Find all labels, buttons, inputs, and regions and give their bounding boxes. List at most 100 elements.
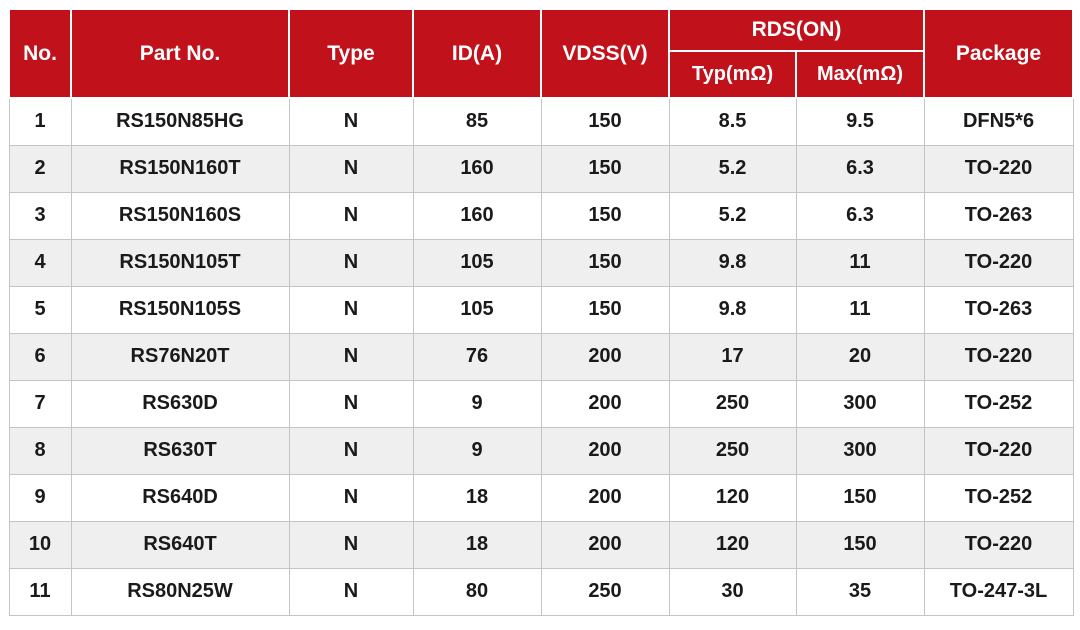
header-row-top: No. Part No. Type ID(A) VDSS(V) RDS(ON) …	[8, 8, 1075, 99]
cell-no: 5	[8, 285, 72, 334]
cell-id-a: 160	[412, 191, 542, 240]
cell-package: TO-220	[923, 426, 1074, 475]
cell-part-no: RS76N20T	[70, 332, 290, 381]
cell-rds-typ: 30	[668, 567, 797, 616]
cell-package: TO-220	[923, 144, 1074, 193]
header-part-no: Part No.	[70, 8, 290, 99]
cell-id-a: 105	[412, 238, 542, 287]
table-row: 6 RS76N20T N 76 200 17 20 TO-220	[8, 332, 1074, 381]
cell-rds-typ: 250	[668, 379, 797, 428]
cell-vdss: 150	[540, 144, 670, 193]
cell-package: TO-220	[923, 238, 1074, 287]
cell-part-no: RS150N160S	[70, 191, 290, 240]
cell-rds-typ: 120	[668, 473, 797, 522]
cell-rds-max: 6.3	[795, 191, 925, 240]
cell-vdss: 200	[540, 520, 670, 569]
header-rds-typ: Typ(mΩ)	[668, 50, 797, 99]
cell-rds-typ: 250	[668, 426, 797, 475]
cell-type: N	[288, 473, 414, 522]
cell-rds-typ: 9.8	[668, 285, 797, 334]
table-row: 8 RS630T N 9 200 250 300 TO-220	[8, 426, 1074, 475]
cell-part-no: RS630D	[70, 379, 290, 428]
cell-rds-max: 9.5	[795, 97, 925, 146]
cell-package: TO-252	[923, 473, 1074, 522]
cell-no: 4	[8, 238, 72, 287]
cell-rds-typ: 9.8	[668, 238, 797, 287]
cell-rds-max: 35	[795, 567, 925, 616]
cell-vdss: 150	[540, 285, 670, 334]
cell-type: N	[288, 285, 414, 334]
header-vdss: VDSS(V)	[540, 8, 670, 99]
cell-package: TO-263	[923, 285, 1074, 334]
cell-part-no: RS630T	[70, 426, 290, 475]
cell-rds-max: 6.3	[795, 144, 925, 193]
cell-vdss: 200	[540, 426, 670, 475]
cell-rds-max: 300	[795, 426, 925, 475]
cell-vdss: 200	[540, 473, 670, 522]
cell-id-a: 18	[412, 520, 542, 569]
cell-package: TO-247-3L	[923, 567, 1074, 616]
cell-no: 1	[8, 97, 72, 146]
cell-vdss: 150	[540, 191, 670, 240]
cell-type: N	[288, 191, 414, 240]
cell-no: 10	[8, 520, 72, 569]
cell-id-a: 160	[412, 144, 542, 193]
cell-vdss: 150	[540, 238, 670, 287]
header-type: Type	[288, 8, 414, 99]
cell-rds-typ: 5.2	[668, 144, 797, 193]
table-body: 1 RS150N85HG N 85 150 8.5 9.5 DFN5*6 2 RS150N160T…	[8, 97, 1074, 616]
cell-id-a: 18	[412, 473, 542, 522]
table-row: 4 RS150N105T N 105 150 9.8 11 TO-220	[8, 238, 1074, 287]
cell-type: N	[288, 238, 414, 287]
table-row: 2 RS150N160T N 160 150 5.2 6.3 TO-220	[8, 144, 1074, 193]
cell-rds-max: 11	[795, 285, 925, 334]
cell-rds-max: 150	[795, 520, 925, 569]
header-rds-on: RDS(ON)	[667, 8, 926, 52]
header-package: Package	[923, 8, 1075, 99]
cell-id-a: 9	[412, 426, 542, 475]
cell-no: 9	[8, 473, 72, 522]
table-row: 5 RS150N105S N 105 150 9.8 11 TO-263	[8, 285, 1074, 334]
cell-type: N	[288, 426, 414, 475]
cell-type: N	[288, 520, 414, 569]
cell-vdss: 200	[540, 332, 670, 381]
cell-package: TO-220	[923, 520, 1074, 569]
cell-no: 8	[8, 426, 72, 475]
header-row-sub: Typ(mΩ) Max(mΩ)	[9, 50, 1073, 99]
mosfet-spec-table: No. Part No. Type ID(A) VDSS(V) RDS(ON) …	[8, 8, 1075, 616]
cell-id-a: 105	[412, 285, 542, 334]
cell-rds-typ: 5.2	[668, 191, 797, 240]
table-row: 3 RS150N160S N 160 150 5.2 6.3 TO-263	[8, 191, 1074, 240]
table-row: 11 RS80N25W N 80 250 30 35 TO-247-3L	[8, 567, 1074, 616]
cell-part-no: RS640D	[70, 473, 290, 522]
cell-rds-typ: 17	[668, 332, 797, 381]
cell-rds-typ: 120	[668, 520, 797, 569]
cell-no: 6	[8, 332, 72, 381]
cell-rds-max: 20	[795, 332, 925, 381]
cell-package: TO-220	[923, 332, 1074, 381]
cell-package: TO-252	[923, 379, 1074, 428]
table-header: No. Part No. Type ID(A) VDSS(V) RDS(ON) …	[8, 8, 1075, 99]
cell-part-no: RS150N105S	[70, 285, 290, 334]
cell-no: 2	[8, 144, 72, 193]
table-row: 10 RS640T N 18 200 120 150 TO-220	[8, 520, 1074, 569]
header-no: No.	[8, 8, 72, 99]
cell-id-a: 85	[412, 97, 542, 146]
cell-id-a: 80	[412, 567, 542, 616]
table-row: 7 RS630D N 9 200 250 300 TO-252	[8, 379, 1074, 428]
cell-type: N	[288, 144, 414, 193]
cell-rds-max: 300	[795, 379, 925, 428]
cell-type: N	[288, 97, 414, 146]
table-row: 1 RS150N85HG N 85 150 8.5 9.5 DFN5*6	[8, 97, 1074, 146]
cell-vdss: 200	[540, 379, 670, 428]
cell-vdss: 150	[540, 97, 670, 146]
header-rds-max: Max(mΩ)	[794, 50, 926, 99]
header-id-a: ID(A)	[412, 8, 542, 99]
cell-no: 3	[8, 191, 72, 240]
cell-id-a: 9	[412, 379, 542, 428]
cell-type: N	[288, 567, 414, 616]
cell-type: N	[288, 332, 414, 381]
cell-vdss: 250	[540, 567, 670, 616]
cell-part-no: RS640T	[70, 520, 290, 569]
cell-rds-typ: 8.5	[668, 97, 797, 146]
